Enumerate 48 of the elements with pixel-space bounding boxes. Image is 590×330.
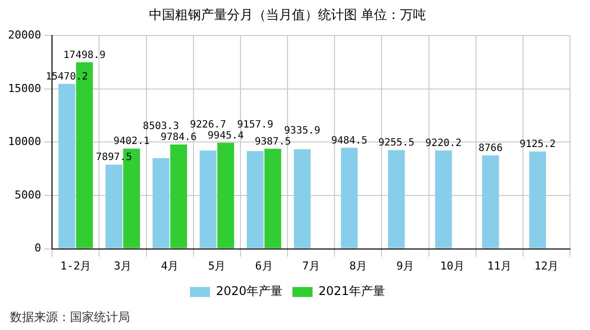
x-tick-label: 3月 — [114, 259, 132, 272]
bar — [264, 148, 282, 248]
data-label: 9484.5 — [331, 135, 368, 146]
data-label: 9784.6 — [160, 132, 197, 144]
y-tick-label: 5000 — [14, 188, 42, 202]
y-tick-label: 20000 — [8, 28, 42, 42]
bar — [152, 158, 170, 248]
bar — [58, 84, 76, 248]
x-tick-label: 6月 — [255, 259, 273, 272]
data-label: 9255.5 — [378, 138, 414, 149]
bar — [388, 150, 405, 248]
data-label: 9157.9 — [237, 119, 274, 130]
x-tick-label: 4月 — [161, 259, 179, 272]
y-tick-label: 15000 — [8, 82, 42, 95]
bar — [200, 150, 216, 248]
data-label: 9220.2 — [425, 138, 462, 150]
data-label: 9945.4 — [208, 130, 244, 142]
bar — [246, 151, 264, 248]
data-label: 8503.3 — [142, 121, 180, 132]
x-tick-label: 10月 — [440, 259, 464, 272]
data-label: 9335.9 — [284, 125, 320, 136]
x-tick-label: 8月 — [349, 259, 367, 272]
x-tick-label: 5月 — [208, 259, 226, 272]
y-tick-label: 0 — [34, 242, 42, 255]
data-label: 9226.7 — [190, 119, 226, 130]
bar — [340, 148, 358, 248]
x-tick-label: 7月 — [302, 259, 320, 272]
data-label: 9125.2 — [520, 139, 556, 150]
x-tick-label: 9月 — [396, 259, 414, 272]
data-label: 9387.5 — [254, 136, 291, 148]
bar — [482, 155, 499, 248]
legend-label: 2020年产量 — [216, 284, 283, 298]
source-note: 数据来源：国家统计局 — [10, 310, 130, 324]
x-tick-label: 12月 — [534, 259, 559, 272]
bar — [106, 164, 122, 248]
bar — [217, 142, 234, 248]
x-tick-label: 1-2月 — [60, 259, 92, 272]
legend-label: 2021年产量 — [318, 284, 386, 298]
data-label: 17498.9 — [63, 50, 106, 61]
x-tick-label: 11月 — [487, 259, 512, 272]
bar — [294, 149, 311, 248]
y-tick-label: 10000 — [8, 135, 42, 148]
bar — [529, 152, 546, 248]
bar — [170, 144, 188, 248]
bar — [435, 150, 452, 248]
chart-title: 中国粗钢产量分月（当月值）统计图 单位：万吨 — [148, 8, 426, 24]
data-label: 9402.1 — [114, 136, 150, 148]
data-label: 8766 — [478, 142, 503, 154]
